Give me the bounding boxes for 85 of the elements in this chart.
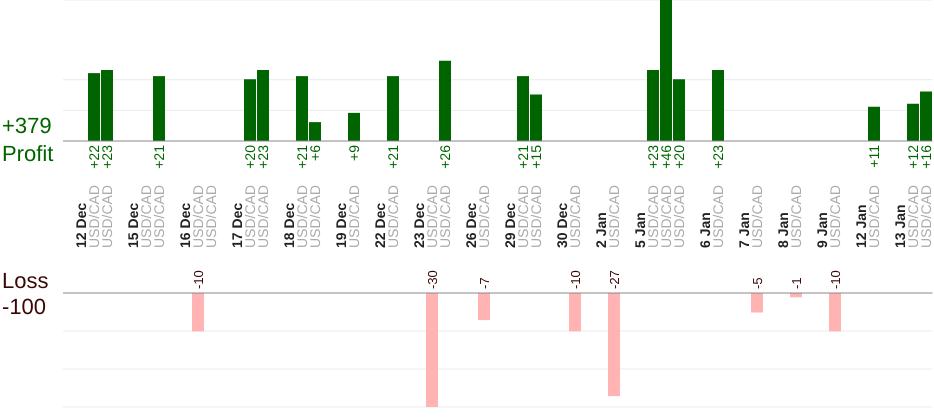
x-tick-label: USD/CAD	[528, 184, 544, 248]
data-label: +21	[515, 144, 531, 169]
data-label: +12	[905, 144, 921, 169]
bar	[868, 106, 880, 141]
bar	[439, 60, 451, 141]
x-tick-label: USD/CAD	[424, 184, 440, 248]
x-tick-label: 6 Jan	[697, 212, 713, 248]
data-label: +16	[918, 144, 934, 169]
data-label: -10	[568, 270, 583, 289]
x-tick-label: USD/CAD	[606, 184, 622, 248]
x-tick-label: USD/CAD	[255, 184, 271, 248]
data-label: -5	[750, 277, 765, 289]
x-tick-label: 30 Dec	[554, 202, 570, 248]
x-tick-label: 2 Jan	[593, 212, 609, 248]
x-tick-label: 17 Dec	[229, 202, 245, 248]
x-tick-label: 5 Jan	[632, 212, 648, 248]
x-tick-label: 18 Dec	[281, 202, 297, 248]
x-tick-label: USD/CAD	[515, 184, 531, 248]
x-tick-label: 22 Dec	[372, 202, 388, 248]
data-label: +23	[99, 144, 115, 169]
data-label: +20	[242, 144, 258, 169]
data-label: +22	[86, 144, 102, 169]
data-label: +23	[255, 144, 271, 169]
text: +379	[2, 113, 52, 139]
x-tick-label: USD/CAD	[905, 184, 921, 248]
x-tick-label: USD/CAD	[658, 184, 674, 248]
x-tick-label: 23 Dec	[411, 202, 427, 248]
x-tick-label: USD/CAD	[346, 184, 362, 248]
x-tick-label: USD/CAD	[918, 184, 934, 248]
x-tick-label: 16 Dec	[177, 202, 193, 248]
data-label: -30	[425, 270, 440, 289]
text: Profit	[2, 141, 54, 167]
x-tick-label: USD/CAD	[242, 184, 258, 248]
x-tick-label: USD/CAD	[827, 184, 843, 248]
x-tick-label: USD/CAD	[710, 184, 726, 248]
data-label: +11	[866, 144, 882, 168]
x-tick-label: USD/CAD	[567, 184, 583, 248]
x-tick-label: 8 Jan	[775, 212, 791, 248]
data-label: +6	[307, 144, 323, 161]
bar	[387, 76, 399, 141]
data-label: +23	[710, 144, 726, 169]
x-tick-label: 15 Dec	[125, 202, 141, 248]
x-tick-label: 19 Dec	[333, 202, 349, 248]
x-tick-label: 12 Dec	[73, 202, 89, 248]
x-tick-label: USD/CAD	[99, 184, 115, 248]
data-label: +46	[658, 144, 674, 169]
data-label: -27	[607, 270, 622, 289]
x-tick-label: 7 Jan	[736, 212, 752, 248]
x-tick-label: 12 Jan	[853, 204, 869, 248]
bar	[153, 76, 165, 141]
data-label: +23	[645, 144, 661, 169]
x-tick-label: USD/CAD	[190, 184, 206, 248]
data-label: -10	[828, 270, 843, 289]
data-label: -1	[789, 277, 804, 289]
x-tick-label: USD/CAD	[138, 184, 154, 248]
x-tick-label: 9 Jan	[814, 212, 830, 248]
data-label: +21	[294, 144, 310, 169]
x-tick-label: USD/CAD	[866, 184, 882, 248]
x-tick-label: USD/CAD	[294, 184, 310, 248]
x-tick-label: 29 Dec	[502, 202, 518, 248]
text: Loss	[2, 268, 48, 294]
data-label: +9	[346, 144, 362, 161]
data-label: +26	[437, 144, 453, 169]
x-tick-label: USD/CAD	[86, 184, 102, 248]
x-tick-label: USD/CAD	[476, 184, 492, 248]
x-tick-label: USD/CAD	[645, 184, 661, 248]
x-tick-label: USD/CAD	[671, 184, 687, 248]
bar	[348, 112, 360, 141]
data-label: +15	[528, 144, 544, 169]
bar	[712, 70, 724, 141]
x-tick-label: 13 Jan	[892, 204, 908, 248]
data-label: +20	[671, 144, 687, 169]
data-label: -10	[191, 270, 206, 289]
x-tick-label: USD/CAD	[151, 184, 167, 248]
x-tick-label: USD/CAD	[749, 184, 765, 248]
x-tick-label: 26 Dec	[463, 202, 479, 248]
x-tick-label: USD/CAD	[203, 184, 219, 248]
data-label: -7	[477, 277, 492, 289]
x-tick-label: USD/CAD	[437, 184, 453, 248]
x-tick-label: USD/CAD	[385, 184, 401, 248]
x-tick-label: USD/CAD	[788, 184, 804, 248]
data-label: +21	[151, 144, 167, 169]
text: -100	[2, 294, 46, 320]
data-label: +21	[385, 144, 401, 169]
x-tick-label: USD/CAD	[307, 184, 323, 248]
